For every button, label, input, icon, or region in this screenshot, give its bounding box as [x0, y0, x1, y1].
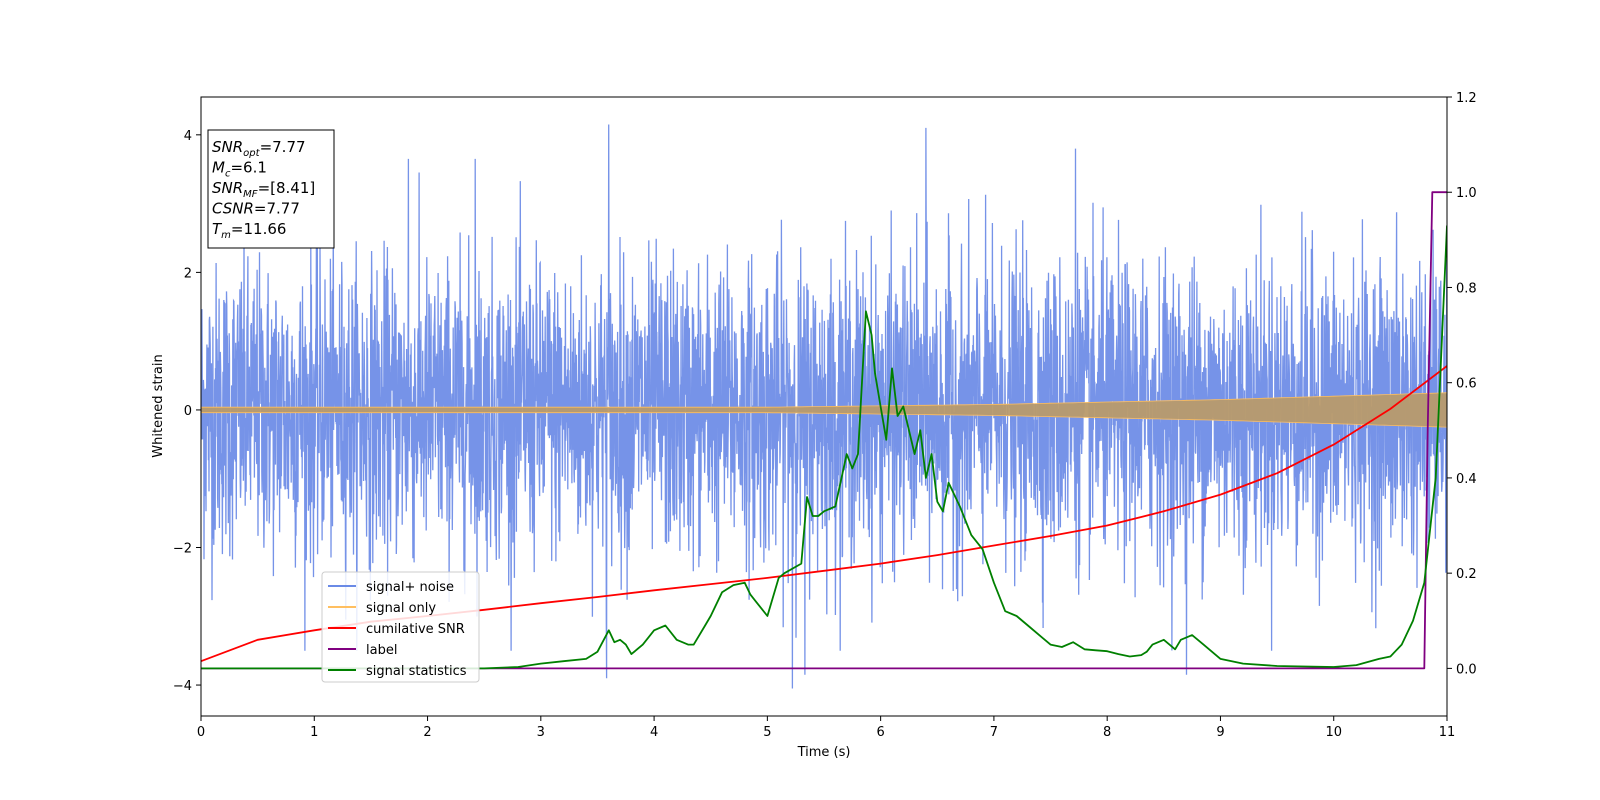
legend-entry-label: signal statistics	[366, 664, 467, 679]
annotation-line: SNRMF=[8.41]	[212, 179, 315, 200]
series-label-line	[201, 191, 1447, 670]
x-tick-label: 9	[1216, 725, 1224, 740]
y-tick-label: 4	[184, 129, 192, 144]
x-tick-label: 5	[763, 725, 771, 740]
annotation-line: Mc=6.1	[212, 159, 267, 180]
x-tick-label: 7	[990, 725, 998, 740]
plot-frame	[200, 96, 1448, 717]
legend-entry-label: signal only	[366, 601, 436, 616]
x-tick-label: 11	[1439, 725, 1456, 740]
annotation-line: Tm=11.66	[212, 220, 286, 241]
x-axis: 0 1 2 3 4 5 6 7 8 9 10 11	[197, 716, 1455, 740]
annotation-line: CSNR=7.77	[212, 200, 300, 218]
y2-tick-label: 0.0	[1456, 662, 1477, 677]
y2-tick-label: 0.4	[1456, 472, 1477, 487]
x-tick-label: 2	[423, 725, 431, 740]
y-tick-label: −4	[173, 679, 192, 694]
x-tick-label: 6	[876, 725, 884, 740]
legend-frame	[321, 571, 480, 683]
y2-tick-label: 1.0	[1456, 186, 1477, 201]
y2-axis: 0.0 0.2 0.4 0.6 0.8 1.0 1.2	[1447, 91, 1477, 677]
x-axis-label: Time (s)	[797, 745, 851, 760]
x-tick-label: 4	[650, 725, 658, 740]
legend-entry-label: signal+ noise	[366, 580, 454, 595]
y2-tick-label: 0.6	[1456, 377, 1477, 392]
x-tick-label: 8	[1103, 725, 1111, 740]
annotation-frame	[207, 129, 335, 249]
y-tick-label: −2	[173, 541, 192, 556]
legend: signal+ noise signal only cumilative SNR la…	[321, 571, 480, 683]
y-axis: −4 −2 0 2 4	[173, 129, 201, 694]
x-tick-label: 1	[310, 725, 318, 740]
series-signal-only-band	[201, 392, 1447, 428]
y2-tick-label: 1.2	[1456, 91, 1477, 106]
legend-entry-label: cumilative SNR	[366, 622, 465, 637]
x-tick-label: 10	[1325, 725, 1342, 740]
x-tick-label: 3	[537, 725, 545, 740]
y2-tick-label: 0.2	[1456, 567, 1477, 582]
series-signal-noise-line	[201, 124, 1447, 689]
x-tick-label: 0	[197, 725, 205, 740]
annotation-line: SNRopt=7.77	[212, 138, 306, 159]
legend-entry-label: label	[366, 643, 397, 658]
y-tick-label: 2	[184, 266, 192, 281]
y-axis-label: Whitened strain	[151, 354, 166, 457]
series-signal-statistics-line	[201, 225, 1447, 670]
y-tick-label: 0	[184, 404, 192, 419]
y2-tick-label: 0.8	[1456, 281, 1477, 296]
